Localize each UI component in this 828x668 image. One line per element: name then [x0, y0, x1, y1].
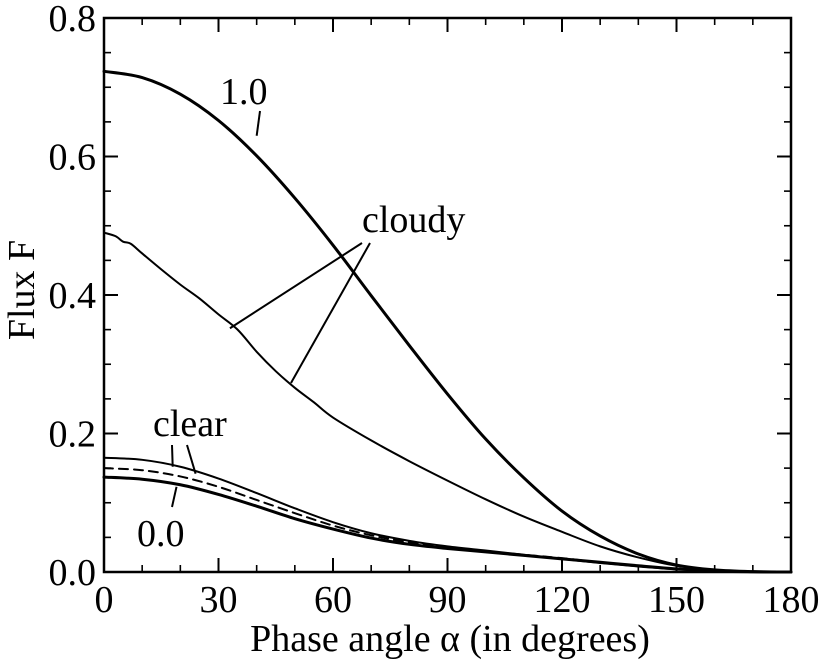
annotation-pointers: [171, 110, 371, 508]
series-line-2: [103, 231, 792, 573]
y-tick-label: 0.0: [49, 552, 97, 594]
tick-labels: 0 30 60 90 120 150 180 0.0 0.2 0.4 0.6 0.8: [49, 0, 820, 621]
axis-ticks: [103, 17, 792, 573]
series-line-4: [103, 467, 792, 573]
y-tick-label: 0.4: [49, 275, 97, 317]
y-tick-label: 0.6: [49, 137, 97, 179]
annotation-pointer: [255, 110, 261, 136]
x-tick-label: 60: [314, 579, 352, 621]
annotation-label-1-0: 1.0: [220, 71, 268, 113]
x-tick-label: 0: [95, 579, 114, 621]
x-axis-label: Phase angle α (in degrees): [250, 618, 650, 660]
y-axis-label: Flux F: [1, 240, 43, 340]
annotation-label-cloudy: cloudy: [362, 199, 465, 241]
series-line-3: [103, 456, 792, 573]
annotation-pointer: [229, 242, 363, 330]
series-lines: [102, 69, 793, 574]
annotation-pointer: [290, 242, 371, 384]
series-line-1: [102, 69, 793, 574]
x-tick-label: 120: [534, 579, 591, 621]
annotation-label-0-0: 0.0: [137, 513, 185, 555]
annotation-pointer: [186, 444, 197, 474]
annotation-label-clear: clear: [153, 403, 227, 445]
series-line-5: [102, 475, 793, 574]
x-tick-label: 30: [200, 579, 238, 621]
x-tick-label: 90: [429, 579, 467, 621]
x-tick-label: 180: [763, 579, 820, 621]
plot-frame: [102, 16, 793, 574]
annotation-pointer: [171, 444, 174, 467]
annotation-pointer: [171, 486, 178, 508]
x-tick-label: 150: [648, 579, 705, 621]
y-tick-label: 0.8: [49, 0, 97, 40]
y-tick-label: 0.2: [49, 414, 97, 456]
